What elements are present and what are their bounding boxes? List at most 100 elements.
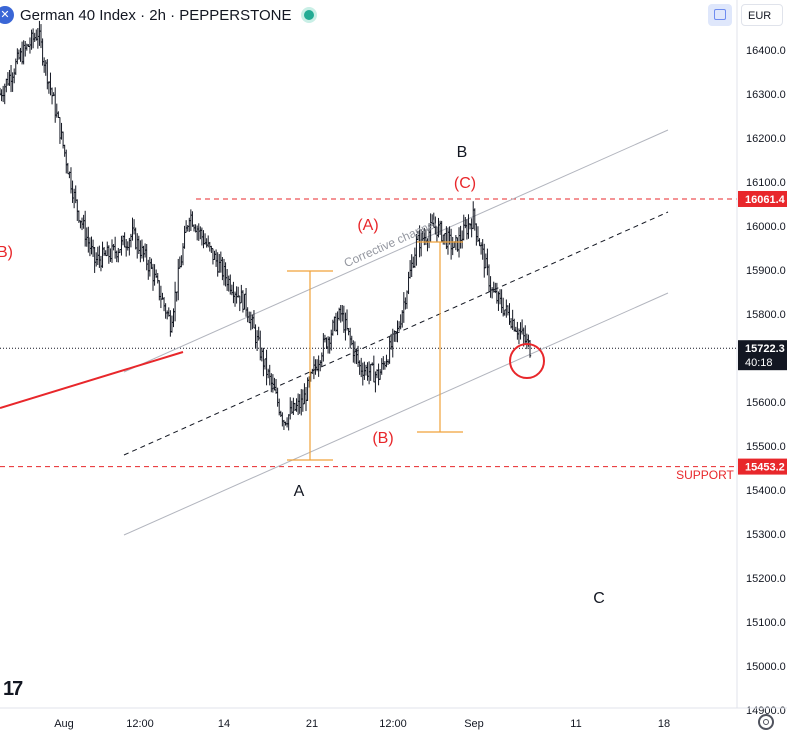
candle	[503, 309, 506, 316]
wave-label-left: B)	[0, 244, 13, 261]
candle	[65, 149, 68, 174]
candle	[139, 240, 142, 263]
wave-label-sub-B: (B)	[372, 430, 393, 447]
candle	[227, 275, 230, 292]
current-price-tag-bg	[738, 340, 787, 371]
candle	[235, 286, 238, 304]
candle	[328, 336, 331, 354]
candle	[221, 257, 224, 281]
candle	[87, 226, 90, 253]
candle	[104, 250, 107, 257]
candle	[445, 226, 448, 250]
candle	[487, 264, 491, 292]
candle	[358, 360, 361, 375]
candle	[140, 239, 144, 259]
candle	[483, 243, 486, 278]
candle	[353, 341, 357, 364]
currency-selector[interactable]: EUR	[741, 4, 783, 26]
candle	[202, 230, 205, 249]
highlight-circle	[509, 343, 545, 379]
candle	[28, 37, 32, 54]
candle	[20, 41, 24, 65]
price-tick-label: 15300.0	[746, 529, 786, 541]
candle	[1, 85, 5, 103]
candle	[124, 238, 128, 257]
price-tick-label: 16200.0	[746, 133, 786, 145]
candle	[382, 356, 385, 370]
trendline	[0, 351, 184, 409]
candle	[9, 65, 13, 93]
candle	[120, 235, 123, 256]
candle	[72, 188, 76, 209]
candle	[336, 311, 339, 336]
candle	[443, 233, 447, 245]
candle	[166, 310, 169, 320]
candle	[407, 271, 410, 295]
candle	[98, 245, 101, 268]
candle	[505, 299, 508, 318]
candle	[71, 180, 74, 203]
time-tick-label: 14	[218, 718, 230, 730]
candle	[317, 355, 320, 377]
candle	[364, 364, 368, 376]
candle	[360, 357, 363, 378]
price-axis: 16400.0 16300.0 16200.0 16100.0 16000.0 15900…	[736, 0, 787, 717]
candle	[8, 69, 11, 86]
time-tick-label: 21	[306, 718, 318, 730]
wave-measure-1	[287, 270, 333, 461]
candle	[498, 289, 502, 305]
candle	[319, 360, 322, 372]
time-tick-label: Aug	[54, 718, 74, 730]
candle	[397, 321, 401, 331]
candle	[285, 417, 289, 428]
tradingview-logo[interactable]: 17	[3, 678, 23, 700]
candle	[173, 281, 177, 322]
candle	[366, 362, 369, 381]
candle	[528, 339, 532, 358]
candle	[188, 217, 191, 232]
candle	[399, 314, 402, 330]
candle	[367, 361, 371, 385]
candle	[5, 78, 8, 93]
candle	[47, 81, 51, 94]
candle	[396, 320, 399, 343]
candle	[63, 144, 66, 157]
candle	[341, 305, 344, 322]
candle	[96, 246, 99, 266]
candle	[169, 310, 172, 337]
candle	[24, 41, 27, 57]
candle	[489, 276, 492, 298]
candle	[189, 209, 193, 231]
candle	[506, 305, 510, 316]
candle	[255, 330, 259, 351]
candle	[292, 397, 295, 415]
candle	[334, 312, 338, 332]
candle-series	[0, 20, 532, 431]
candle	[180, 255, 183, 268]
symbol-header[interactable]: ✕ German 40 Index · 2h · PEPPERSTONE	[0, 0, 314, 30]
candle	[60, 122, 63, 140]
candle	[497, 291, 500, 311]
settings-icon[interactable]	[758, 714, 774, 730]
candle	[102, 247, 106, 256]
candle	[490, 287, 494, 299]
support-label: SUPPORT	[676, 468, 734, 482]
candle	[131, 217, 134, 241]
candle	[214, 249, 218, 267]
candle	[177, 258, 180, 301]
price-tick-label: 15800.0	[746, 309, 786, 321]
candle	[442, 234, 445, 245]
candle	[175, 291, 178, 302]
candle	[484, 253, 488, 269]
market-open-icon	[303, 10, 314, 20]
candle	[14, 58, 17, 75]
candle	[265, 349, 268, 386]
candle	[229, 274, 232, 295]
snapshot-button[interactable]	[708, 4, 732, 26]
price-tick-label: 15900.0	[746, 265, 786, 277]
resistance-price-tag-bg	[738, 190, 787, 207]
candle	[263, 358, 267, 370]
wave-label-sub-C: (C)	[454, 175, 476, 192]
